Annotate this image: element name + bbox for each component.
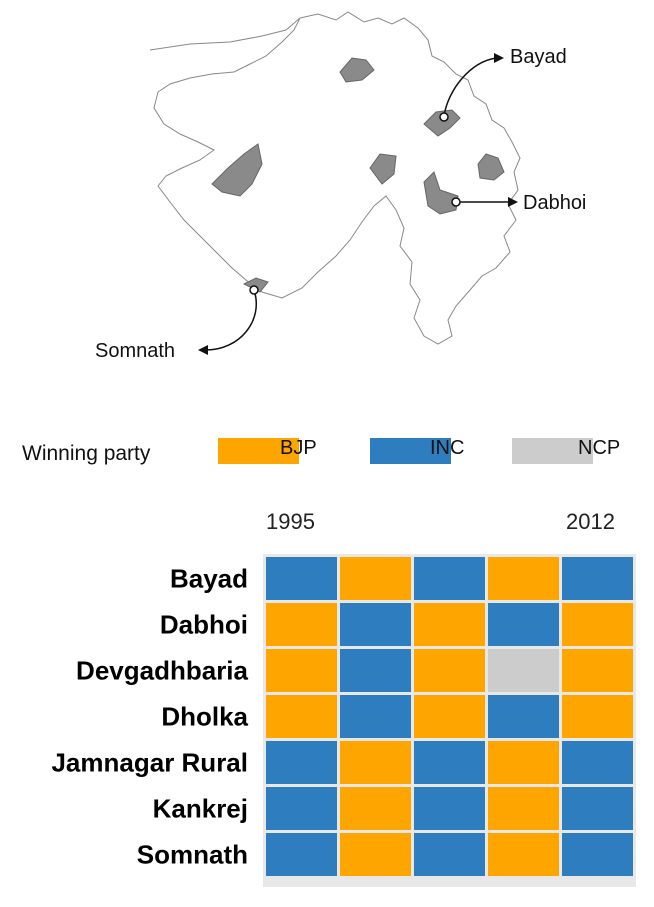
heatmap-cell [340, 787, 411, 830]
dabhoi-marker [451, 197, 461, 207]
heatmap-cell [266, 833, 337, 876]
somnath-arrowhead [198, 345, 208, 355]
heatmap-cell [562, 741, 633, 784]
row-label: Somnath [137, 840, 248, 870]
map-label-bayad: Bayad [510, 46, 567, 68]
heatmap-cell [562, 557, 633, 600]
legend-label-ncp: NCP [578, 437, 621, 459]
heatmap-cell [562, 603, 633, 646]
legend-label-bjp: BJP [280, 437, 317, 459]
heatmap-cell [414, 649, 485, 692]
heatmap-cell [340, 557, 411, 600]
legend-title: Winning party [22, 442, 151, 465]
heatmap-cell [414, 695, 485, 738]
year-start-label: 1995 [266, 509, 315, 534]
heatmap-cell [414, 603, 485, 646]
bayad-arrow [443, 57, 497, 117]
heatmap-cell [562, 787, 633, 830]
heatmap-cell [488, 741, 559, 784]
heatmap-cell [562, 649, 633, 692]
heatmap-cell [266, 741, 337, 784]
row-label: Dabhoi [160, 610, 248, 640]
heatmap-cell [266, 787, 337, 830]
heatmap-cell [414, 787, 485, 830]
heatmap-cell [340, 695, 411, 738]
heatmap-cell [266, 557, 337, 600]
region-bayad [423, 109, 461, 137]
heatmap-cell [414, 741, 485, 784]
somnath-arrow [205, 289, 257, 351]
gujarat-map: Bayad Dabhoi Somnath [95, 11, 586, 362]
heatmap-cell [488, 695, 559, 738]
region-saurashtra [211, 143, 263, 197]
map-label-somnath: Somnath [95, 340, 175, 362]
region-east [477, 153, 505, 181]
heatmap-cell [562, 695, 633, 738]
heatmap-cell [266, 695, 337, 738]
row-label: Devgadhbaria [76, 656, 248, 686]
heatmap-cell [266, 649, 337, 692]
map-label-dabhoi: Dabhoi [523, 192, 586, 214]
legend-label-inc: INC [430, 437, 465, 459]
bayad-marker [439, 112, 449, 122]
results-heatmap: Bayad Dabhoi Devgadhbaria Dholka Jamnagar Ru… [51, 554, 636, 887]
dabhoi-arrowhead [508, 197, 518, 207]
region-north [339, 57, 375, 83]
row-label: Kankrej [153, 794, 248, 824]
row-label: Bayad [170, 564, 248, 594]
region-central [369, 153, 397, 185]
heatmap-cell [340, 833, 411, 876]
legend-swatch-ncp [512, 438, 593, 464]
kutch-outline [149, 17, 301, 51]
legend-swatch-inc [370, 438, 451, 464]
region-dabhoi [423, 171, 459, 215]
somnath-marker [249, 285, 259, 295]
heatmap-cell [414, 557, 485, 600]
legend: Winning party BJP INC NCP [0, 420, 654, 480]
bayad-arrowhead [494, 53, 504, 63]
heatmap-cell [488, 603, 559, 646]
heatmap-cell [488, 787, 559, 830]
heatmap-cell [488, 649, 559, 692]
legend-swatch-bjp [218, 438, 299, 464]
heatmap-cell [488, 557, 559, 600]
heatmap-cell [562, 833, 633, 876]
heatmap-cell [266, 603, 337, 646]
row-label: Dholka [161, 702, 248, 732]
heatmap-cell [414, 833, 485, 876]
heatmap-cell [340, 603, 411, 646]
state-outline [153, 11, 521, 345]
heatmap-cell [488, 833, 559, 876]
heatmap-cell [340, 649, 411, 692]
year-end-label: 2012 [566, 509, 615, 534]
heatmap-cell [340, 741, 411, 784]
row-label: Jamnagar Rural [51, 748, 248, 778]
